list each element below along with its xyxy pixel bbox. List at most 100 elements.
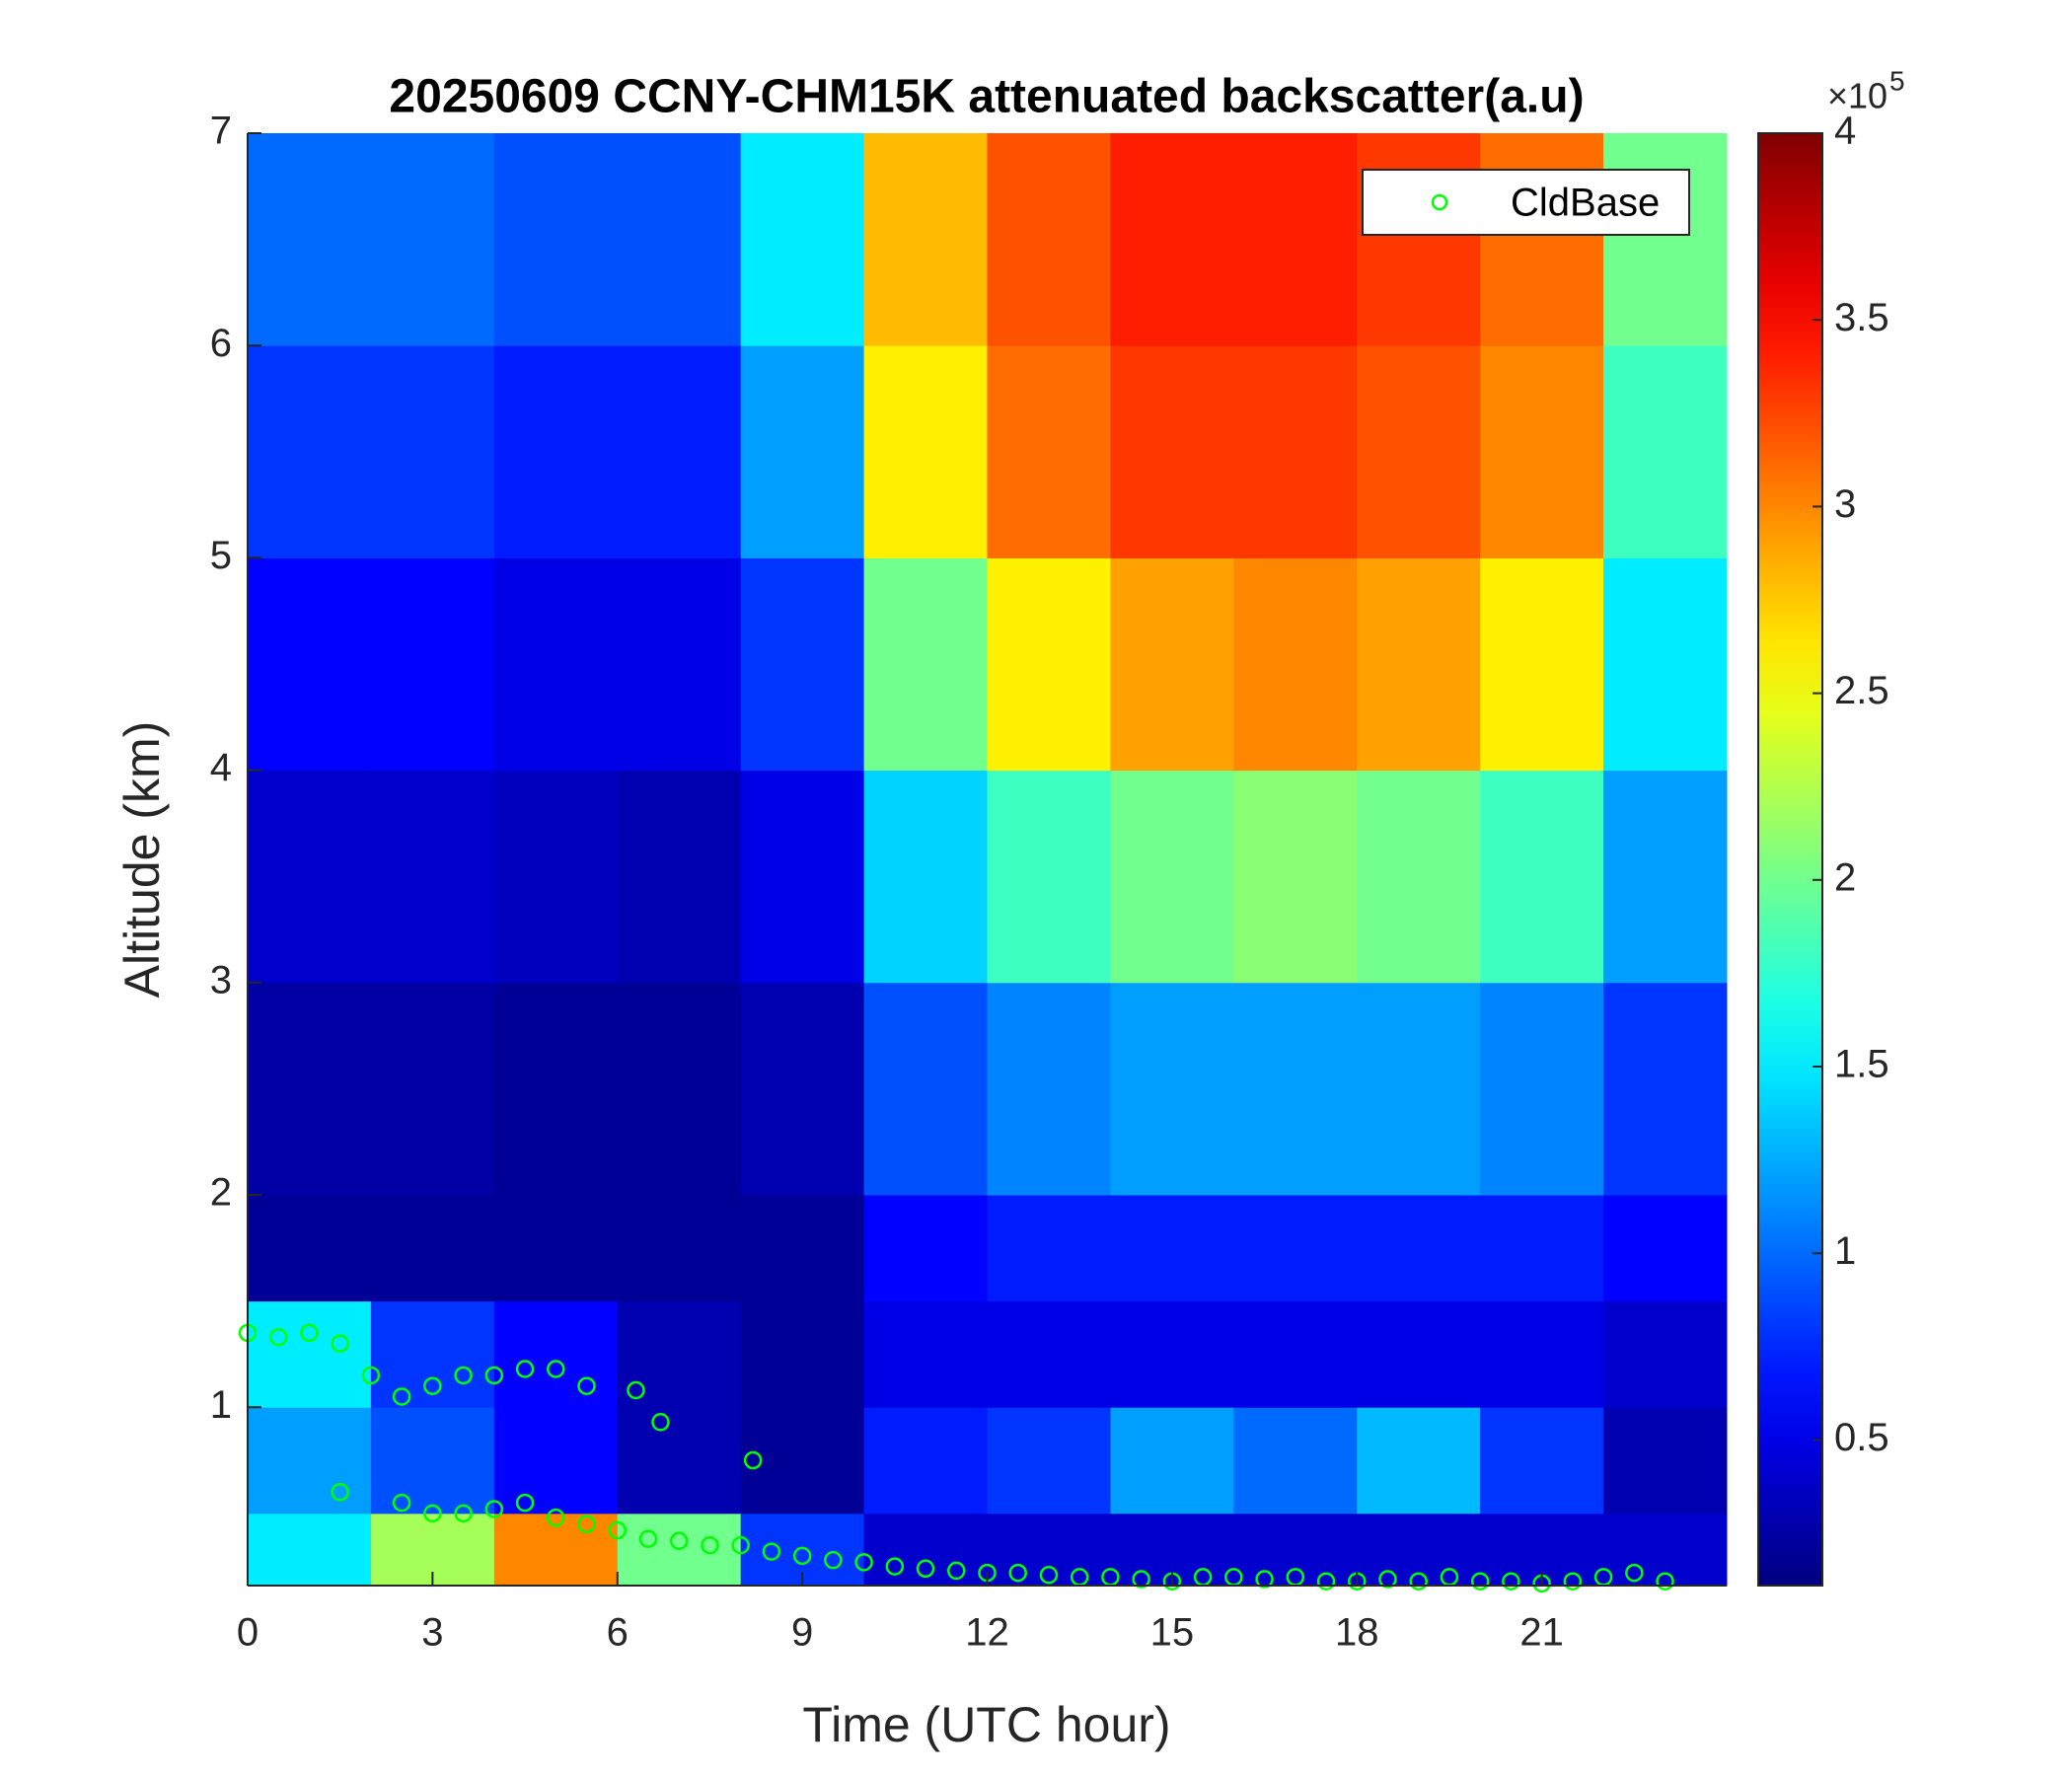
- cloud-base-point: [268, 1327, 288, 1347]
- legend-box: [1362, 169, 1690, 236]
- heat-cell: [248, 1300, 372, 1408]
- x-tick-label: 3: [421, 1611, 443, 1655]
- cloud-base-point: [824, 1550, 843, 1570]
- cloud-base-point: [1625, 1563, 1644, 1583]
- y-tick-label: 2: [210, 1171, 232, 1215]
- heat-cell: [1357, 557, 1481, 772]
- x-tick-label: 6: [607, 1611, 629, 1655]
- heat-cell: [740, 133, 865, 346]
- heat-cell: [1603, 1513, 1728, 1587]
- cloud-base-point: [627, 1380, 645, 1400]
- heat-cell: [1233, 133, 1358, 346]
- heat-cell: [1233, 1195, 1358, 1302]
- heat-cell: [493, 982, 619, 1196]
- x-tick-label: 21: [1519, 1611, 1564, 1655]
- colorbar-tick-label: 0.5: [1834, 1416, 1889, 1459]
- heat-cell: [370, 345, 495, 558]
- cloud-base-point: [423, 1504, 442, 1523]
- y-tick-label: 3: [210, 958, 232, 1001]
- heat-cell: [987, 1195, 1111, 1302]
- cloud-base-point: [392, 1493, 411, 1513]
- heat-cell: [1603, 1407, 1728, 1515]
- x-tick-label: 15: [1150, 1611, 1195, 1655]
- cloud-base-point: [638, 1529, 658, 1548]
- heat-cell: [1480, 1407, 1604, 1515]
- cloud-base-point: [484, 1366, 504, 1385]
- legend-label: CldBase: [1511, 182, 1660, 225]
- heat-cell: [1233, 345, 1358, 558]
- heat-cell: [1480, 1300, 1604, 1408]
- heat-cell: [740, 982, 865, 1196]
- cloud-base-point: [1132, 1570, 1150, 1589]
- heat-cell: [248, 345, 372, 558]
- cloud-base-point: [515, 1493, 535, 1513]
- cloud-base-point: [762, 1542, 781, 1561]
- y-tick-label: 6: [210, 322, 232, 365]
- cloud-base-point: [577, 1515, 596, 1533]
- heat-cell: [1357, 1513, 1481, 1587]
- heat-cell: [863, 770, 988, 984]
- heat-cell: [1603, 557, 1728, 772]
- heat-cell: [370, 982, 495, 1196]
- heat-cell: [1357, 345, 1481, 558]
- heat-cell: [987, 770, 1111, 984]
- heat-cell: [740, 345, 865, 558]
- heat-cell: [248, 982, 372, 1196]
- heat-cell: [617, 345, 742, 558]
- heat-cell: [1603, 1195, 1728, 1302]
- cloud-base-point: [1502, 1572, 1520, 1591]
- heat-cell: [1357, 1195, 1481, 1302]
- heat-cell: [863, 1300, 988, 1408]
- heat-cell: [1480, 982, 1604, 1196]
- heat-cell: [617, 1300, 742, 1408]
- heat-cell: [1603, 345, 1728, 558]
- heat-cell: [248, 1195, 372, 1302]
- colorbar-tick-label: 3.5: [1834, 296, 1889, 339]
- heat-cell: [617, 982, 742, 1196]
- y-tick-label: 1: [210, 1383, 232, 1427]
- heat-cell: [1110, 345, 1234, 558]
- heatmap: [248, 133, 1728, 1587]
- heat-cell: [1233, 982, 1358, 1196]
- heat-cell: [740, 1407, 865, 1515]
- heat-cell: [1110, 133, 1234, 346]
- heat-cell: [248, 1407, 372, 1515]
- heat-cell: [1480, 133, 1604, 346]
- heat-cell: [1110, 770, 1234, 984]
- heat-cell: [617, 770, 742, 984]
- cloud-base-point: [392, 1387, 411, 1406]
- heat-cell: [740, 1300, 865, 1408]
- heat-cell: [1357, 982, 1481, 1196]
- heat-cell: [987, 557, 1111, 772]
- heat-cell: [863, 1407, 988, 1515]
- heat-cell: [493, 1407, 619, 1515]
- y-tick-label: 4: [210, 746, 232, 789]
- cloud-base-point: [515, 1360, 535, 1378]
- cloud-base-point: [1409, 1572, 1428, 1591]
- cloud-base-point: [547, 1360, 565, 1378]
- cloud-base-point: [1008, 1563, 1027, 1583]
- cloud-base-point: [701, 1535, 719, 1555]
- colorbar-tick-label: 2.5: [1834, 669, 1889, 712]
- cloud-base-point: [1656, 1572, 1674, 1591]
- cloud-base-point: [423, 1376, 442, 1395]
- heat-cell: [1603, 770, 1728, 984]
- heat-cell: [1233, 770, 1358, 984]
- heat-cell: [1233, 557, 1358, 772]
- heat-cell: [617, 1195, 742, 1302]
- heat-cell: [493, 770, 619, 984]
- heat-cell: [1480, 345, 1604, 558]
- colorbar-tick-label: 1.5: [1834, 1043, 1889, 1086]
- heat-cell: [1110, 1300, 1234, 1408]
- y-tick-label: 5: [210, 534, 232, 577]
- heat-cell: [987, 1513, 1111, 1587]
- heat-cell: [1603, 1300, 1728, 1408]
- heat-cell: [1603, 133, 1728, 346]
- cloud-base-point: [300, 1323, 319, 1343]
- cloud-base-point: [547, 1508, 565, 1527]
- heat-cell: [493, 345, 619, 558]
- heat-cell: [248, 770, 372, 984]
- cloud-base-point: [577, 1376, 596, 1395]
